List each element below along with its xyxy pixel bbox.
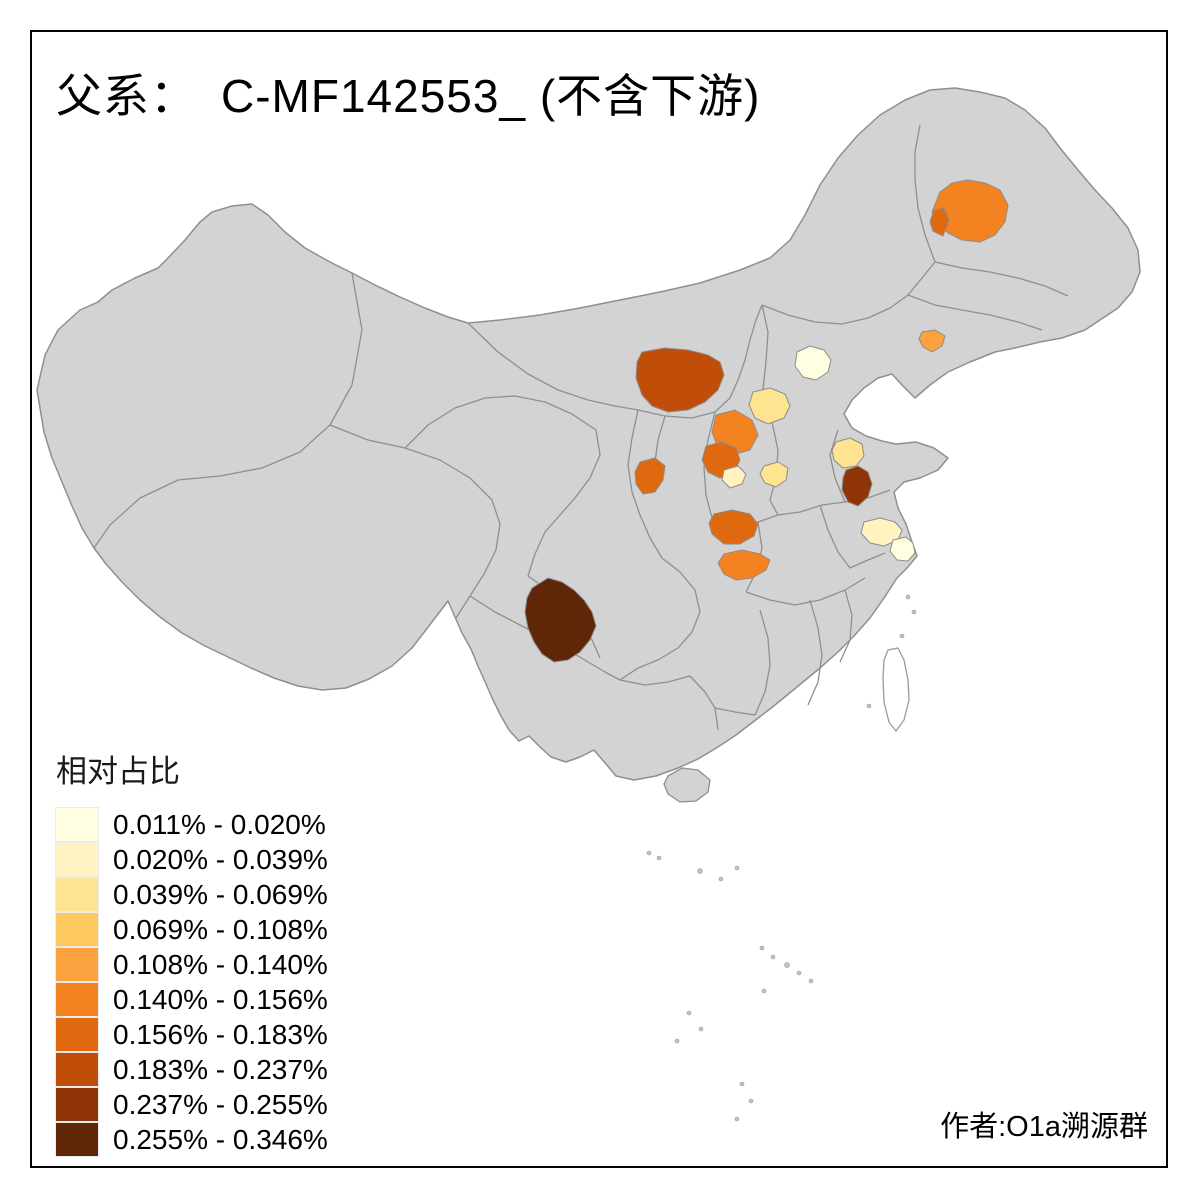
legend-item: 0.108% - 0.140%	[55, 947, 328, 982]
highlight-region	[634, 457, 666, 495]
legend-item: 0.069% - 0.108%	[55, 912, 328, 947]
legend-label: 0.011% - 0.020%	[113, 808, 326, 840]
highlight-region	[721, 465, 747, 489]
legend-swatch	[55, 982, 99, 1017]
legend-label: 0.039% - 0.069%	[113, 878, 328, 910]
highlight-region	[860, 517, 903, 547]
highlight-region	[918, 329, 946, 353]
highlight-region	[635, 347, 725, 413]
legend-label: 0.108% - 0.140%	[113, 948, 328, 980]
legend-label: 0.140% - 0.156%	[113, 983, 328, 1015]
highlight-region	[748, 387, 791, 425]
legend-swatch	[55, 1087, 99, 1122]
legend-label: 0.156% - 0.183%	[113, 1018, 328, 1050]
map-title: 父系： C-MF142553_ (不含下游)	[56, 70, 761, 122]
south-china-sea-islands	[646, 594, 917, 1122]
legend-swatch	[55, 912, 99, 947]
mainland-outline	[36, 87, 1141, 781]
legend-swatch	[55, 1017, 99, 1052]
legend-swatch	[55, 807, 99, 842]
legend-item: 0.255% - 0.346%	[55, 1122, 328, 1157]
highlight-region	[524, 577, 597, 663]
legend-label: 0.020% - 0.039%	[113, 843, 328, 875]
legend-item: 0.237% - 0.255%	[55, 1087, 328, 1122]
highlight-region	[831, 437, 865, 469]
legend-label: 0.069% - 0.108%	[113, 913, 328, 945]
hainan-island	[663, 767, 711, 803]
legend-label: 0.255% - 0.346%	[113, 1123, 328, 1155]
attribution-text: 作者:O1a溯源群	[940, 1111, 1148, 1143]
legend-swatch	[55, 1052, 99, 1087]
legend-item: 0.020% - 0.039%	[55, 842, 328, 877]
legend-item: 0.140% - 0.156%	[55, 982, 328, 1017]
legend-item: 0.039% - 0.069%	[55, 877, 328, 912]
highlight-region	[717, 549, 771, 581]
highlight-region	[759, 461, 789, 488]
highlight-region	[841, 465, 873, 507]
legend-swatch	[55, 947, 99, 982]
highlight-region	[889, 536, 916, 562]
legend-swatch	[55, 842, 99, 877]
legend-item: 0.011% - 0.020%	[55, 807, 328, 842]
legend-item: 0.183% - 0.237%	[55, 1052, 328, 1087]
legend-label: 0.183% - 0.237%	[113, 1053, 328, 1085]
legend-item: 0.156% - 0.183%	[55, 1017, 328, 1052]
legend-swatch	[55, 1122, 99, 1157]
taiwan-island	[882, 647, 910, 733]
legend-title: 相对占比	[56, 754, 180, 789]
highlight-region	[794, 345, 832, 381]
legend-label: 0.237% - 0.255%	[113, 1088, 328, 1120]
legend-swatch	[55, 877, 99, 912]
highlight-region	[708, 509, 759, 545]
highlight-region	[929, 207, 950, 237]
legend: 相对占比 0.011% - 0.020% 0.020% - 0.039% 0.0…	[55, 746, 328, 1157]
highlight-region	[931, 179, 1009, 243]
